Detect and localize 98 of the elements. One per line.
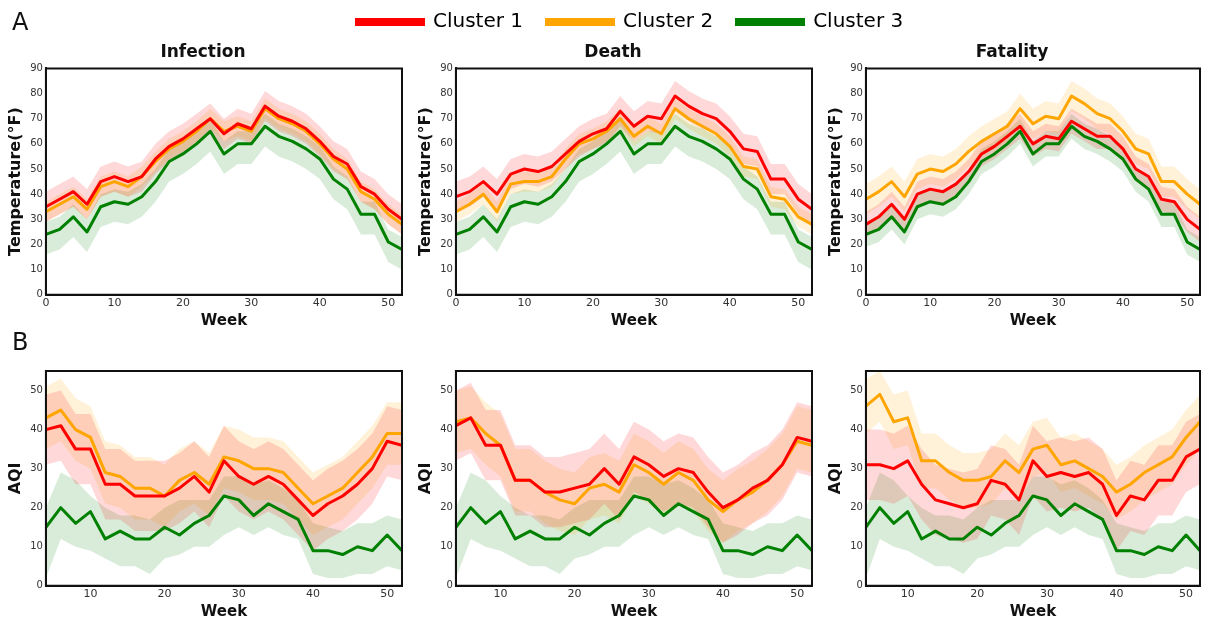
chart-title: Fatality xyxy=(975,40,1049,61)
x-tick-label: 40 xyxy=(1109,587,1124,601)
y-tick-label: 30 xyxy=(850,212,863,224)
x-tick-label: 10 xyxy=(493,587,508,601)
x-tick-label: 30 xyxy=(1039,587,1054,601)
y-tick-label: 90 xyxy=(440,61,453,73)
x-tick-label: 50 xyxy=(1179,587,1194,601)
y-tick-label: 50 xyxy=(440,162,453,174)
x-tick-label: 10 xyxy=(83,587,98,601)
y-tick-label: 10 xyxy=(440,540,453,552)
y-tick-label: 0 xyxy=(446,579,453,591)
x-tick-label: 20 xyxy=(987,296,1002,310)
x-tick-label: 10 xyxy=(900,587,915,601)
y-axis-title: Temperature(°F) xyxy=(414,107,434,256)
text: A xyxy=(12,8,29,36)
y-tick-label: 30 xyxy=(440,212,453,224)
y-axis-title: AQI xyxy=(414,462,434,495)
y-tick-label: 50 xyxy=(440,384,453,396)
y-tick-label: 0 xyxy=(856,579,863,591)
legend-label: Cluster 1 xyxy=(432,8,524,32)
x-tick-label: 20 xyxy=(970,587,985,601)
x-tick-label: 40 xyxy=(1115,296,1130,310)
x-tick-label: 40 xyxy=(722,296,737,310)
x-tick-label: 20 xyxy=(585,296,600,310)
x-tick-label: 20 xyxy=(157,587,172,601)
x-tick-label: 30 xyxy=(654,296,669,310)
x-tick-label: 40 xyxy=(305,587,320,601)
y-tick-label: 40 xyxy=(440,423,453,435)
y-tick-label: 60 xyxy=(440,137,453,149)
y-tick-label: 10 xyxy=(440,263,453,275)
y-tick-label: 20 xyxy=(30,238,43,250)
x-tick-label: 20 xyxy=(567,587,582,601)
y-tick-label: 50 xyxy=(30,384,43,396)
y-tick-label: 50 xyxy=(850,162,863,174)
y-axis-title: AQI xyxy=(824,462,844,495)
y-tick-label: 30 xyxy=(850,462,863,474)
x-tick-label: 40 xyxy=(312,296,327,310)
y-tick-label: 60 xyxy=(30,137,43,149)
y-tick-label: 30 xyxy=(440,462,453,474)
y-tick-label: 70 xyxy=(440,112,453,124)
y-tick-label: 90 xyxy=(850,61,863,73)
x-tick-label: 50 xyxy=(1180,296,1195,310)
y-tick-label: 20 xyxy=(30,501,43,513)
x-axis-title: Week xyxy=(1009,601,1058,620)
x-tick-label: 30 xyxy=(244,296,259,310)
y-axis-title: Temperature(°F) xyxy=(4,107,24,256)
y-tick-label: 0 xyxy=(36,579,43,591)
y-tick-label: 40 xyxy=(30,187,43,199)
y-tick-label: 60 xyxy=(850,137,863,149)
y-tick-label: 90 xyxy=(30,61,43,73)
y-tick-label: 10 xyxy=(850,263,863,275)
x-tick-label: 40 xyxy=(715,587,730,601)
y-tick-label: 10 xyxy=(850,540,863,552)
y-tick-label: 50 xyxy=(30,162,43,174)
y-tick-label: 30 xyxy=(30,462,43,474)
x-tick-label: 30 xyxy=(1051,296,1066,310)
y-tick-label: 30 xyxy=(30,212,43,224)
y-tick-label: 40 xyxy=(850,187,863,199)
legend-label: Cluster 3 xyxy=(812,8,904,32)
y-tick-label: 10 xyxy=(30,263,43,275)
x-tick-label: 10 xyxy=(107,296,122,310)
x-axis-title: Week xyxy=(1009,310,1058,329)
y-tick-label: 0 xyxy=(36,288,43,300)
x-tick-label: 50 xyxy=(790,587,805,601)
x-axis-title: Week xyxy=(200,310,249,329)
y-tick-label: 20 xyxy=(850,501,863,513)
y-tick-label: 0 xyxy=(446,288,453,300)
x-tick-label: 50 xyxy=(381,296,396,310)
y-tick-label: 70 xyxy=(30,112,43,124)
x-axis-title: Week xyxy=(610,601,659,620)
y-tick-label: 50 xyxy=(850,384,863,396)
y-tick-label: 70 xyxy=(850,112,863,124)
y-tick-label: 40 xyxy=(850,423,863,435)
y-axis-title: AQI xyxy=(4,462,24,495)
y-tick-label: 10 xyxy=(30,540,43,552)
x-tick-label: 10 xyxy=(517,296,532,310)
y-tick-label: 20 xyxy=(440,238,453,250)
y-axis-title: Temperature(°F) xyxy=(824,107,844,256)
chart-title: Infection xyxy=(160,40,246,61)
x-tick-label: 30 xyxy=(231,587,246,601)
x-tick-label: 30 xyxy=(641,587,656,601)
x-tick-label: 50 xyxy=(380,587,395,601)
y-tick-label: 0 xyxy=(856,288,863,300)
x-tick-label: 20 xyxy=(175,296,190,310)
x-axis-title: Week xyxy=(610,310,659,329)
y-tick-label: 40 xyxy=(440,187,453,199)
y-tick-label: 80 xyxy=(30,87,43,99)
y-tick-label: 80 xyxy=(850,87,863,99)
legend-label: Cluster 2 xyxy=(622,8,714,32)
x-axis-title: Week xyxy=(200,601,249,620)
x-tick-label: 10 xyxy=(923,296,938,310)
x-tick-label: 50 xyxy=(791,296,806,310)
y-tick-label: 40 xyxy=(30,423,43,435)
y-tick-label: 20 xyxy=(440,501,453,513)
y-tick-label: 20 xyxy=(850,238,863,250)
chart-title: Death xyxy=(584,40,642,61)
text: B xyxy=(12,328,29,356)
y-tick-label: 80 xyxy=(440,87,453,99)
